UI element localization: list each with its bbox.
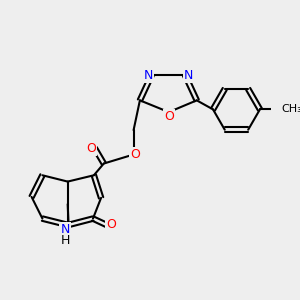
Text: CH₃: CH₃ bbox=[282, 104, 300, 114]
Text: O: O bbox=[130, 148, 140, 161]
Text: H: H bbox=[60, 234, 70, 247]
Text: N: N bbox=[143, 69, 153, 82]
Text: O: O bbox=[86, 142, 96, 155]
Text: N: N bbox=[184, 69, 193, 82]
Text: N: N bbox=[60, 223, 70, 236]
Text: O: O bbox=[106, 218, 116, 231]
Text: O: O bbox=[164, 110, 174, 123]
